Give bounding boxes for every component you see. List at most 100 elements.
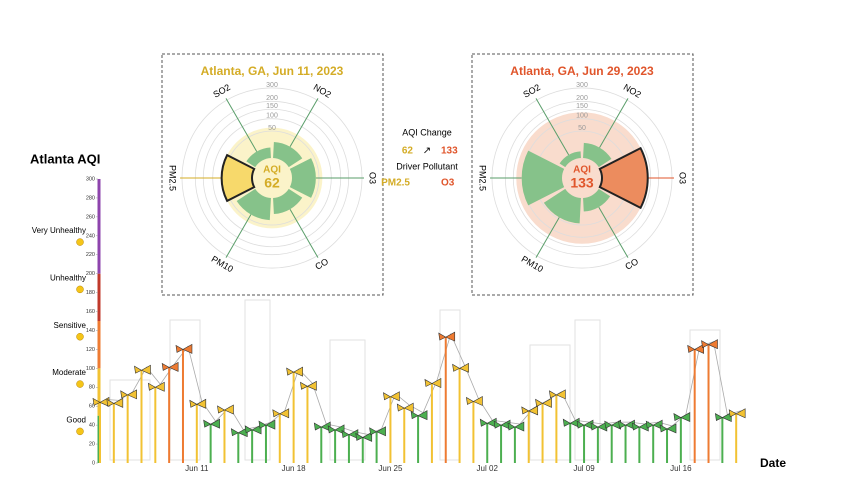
radial-tick-label: 300 [576, 82, 588, 89]
pollutant-bar [521, 150, 565, 206]
level-label: Unhealthy [50, 274, 86, 283]
pollutant-label: O3 [368, 172, 378, 184]
y-tick-label: 300 [86, 176, 95, 182]
x-tick-label: Jul 16 [670, 464, 692, 473]
x-tick-label: Jun 25 [378, 464, 403, 473]
y-tick-label: 160 [86, 309, 95, 315]
pollutant-label: NO2 [312, 82, 333, 100]
pinwheel [424, 377, 442, 388]
spoke [225, 98, 258, 152]
level-emoji [76, 427, 84, 436]
pinwheel [341, 429, 359, 440]
pinwheel [714, 412, 732, 423]
pollutant-bar [289, 158, 316, 198]
panel-title: Atlanta, GA, Jun 11, 2023 [201, 64, 344, 78]
pollutant-label: NO2 [622, 82, 643, 100]
spoke [225, 214, 252, 258]
pollutant-label: O3 [678, 172, 688, 184]
radial-tick-label: 150 [266, 103, 278, 110]
pollutant-bar [583, 142, 612, 168]
x-tick-label: Jul 09 [573, 464, 595, 473]
skyline [109, 299, 721, 461]
radial-tick-label: 50 [268, 125, 276, 132]
aqi-to: 133 [441, 146, 458, 157]
driver-title: Driver Pollutant [396, 161, 458, 171]
pinwheel [175, 343, 193, 354]
pinwheel [535, 397, 552, 408]
spoke [599, 98, 629, 148]
radial-tick-label: 200 [266, 95, 278, 102]
y-tick-label: 120 [86, 347, 95, 353]
pollutant-label: PM2.5 [168, 165, 178, 191]
pinwheel [147, 381, 165, 392]
pinwheel [549, 389, 566, 400]
y-tick-label: 220 [86, 252, 95, 258]
pinwheel [203, 418, 220, 429]
pollutant-bar [583, 188, 611, 212]
aqi-from: 62 [402, 146, 414, 157]
radial-tick-label: 200 [576, 95, 588, 102]
pinwheel [161, 361, 179, 372]
radial-tick-label: 100 [576, 113, 588, 120]
center-hole [254, 160, 290, 196]
pinwheel [659, 423, 677, 434]
level-label: Very Unhealthy [32, 226, 86, 235]
pinwheel [327, 424, 345, 435]
pollutant-bar [543, 188, 581, 224]
center-value: 62 [264, 175, 280, 191]
pinwheel [521, 405, 539, 416]
level-label: Good [66, 416, 86, 425]
radial-tick-label: 50 [578, 125, 586, 132]
center-hole [564, 160, 600, 196]
pinwheel [687, 343, 704, 354]
radial-tick-label: 100 [266, 113, 278, 120]
center-label: AQI [263, 165, 281, 176]
pinwheel [217, 404, 234, 415]
panel-title: Atlanta, GA, Jun 29, 2023 [510, 64, 654, 78]
pinwheel [728, 408, 746, 419]
pollutant-bar [273, 188, 303, 215]
detail-panel [161, 53, 384, 296]
pollutant-bar [598, 146, 649, 210]
y-tick-label: 0 [92, 460, 95, 466]
spoke [289, 98, 319, 148]
y-tick-label: 40 [89, 423, 95, 429]
pinwheel [286, 366, 303, 377]
level-emoji [76, 380, 84, 388]
pollutant-bar [220, 153, 256, 203]
pinwheel [258, 419, 276, 430]
pinwheel [134, 364, 151, 375]
y-tick-label: 200 [86, 271, 95, 277]
pinwheel [244, 424, 262, 435]
level-label: Moderate [52, 368, 86, 377]
spoke [598, 206, 629, 258]
y-tick-label: 60 [89, 404, 95, 410]
pinwheel [701, 339, 718, 350]
y-tick-label: 240 [86, 233, 95, 239]
radial-tick-label: 300 [266, 82, 278, 89]
chart-title: Atlanta AQI [30, 151, 100, 166]
pinwheel [673, 412, 691, 423]
pinwheel [507, 421, 525, 432]
pinwheel [189, 398, 207, 409]
level-emoji [76, 238, 84, 246]
comparison-title: AQI Change [402, 127, 452, 137]
pinwheel [300, 380, 317, 391]
pollutant-bar [246, 147, 271, 168]
pollutant-label: PM2.5 [478, 165, 488, 191]
center-label: AQI [573, 165, 591, 176]
pollutant-label: SO2 [211, 82, 232, 100]
radial-tick-label: 150 [576, 103, 588, 110]
pinwheel [466, 395, 483, 406]
pinwheel [106, 397, 124, 408]
pinwheel [383, 391, 400, 402]
pollutant-label: CO [623, 256, 640, 271]
x-tick-label: Jun 18 [282, 464, 307, 473]
spoke [535, 98, 570, 156]
y-tick-label: 20 [89, 442, 95, 448]
spoke [535, 217, 560, 258]
pollutant-bar [273, 141, 303, 168]
pollutant-label: PM10 [520, 254, 545, 274]
detail-panel [471, 53, 694, 296]
